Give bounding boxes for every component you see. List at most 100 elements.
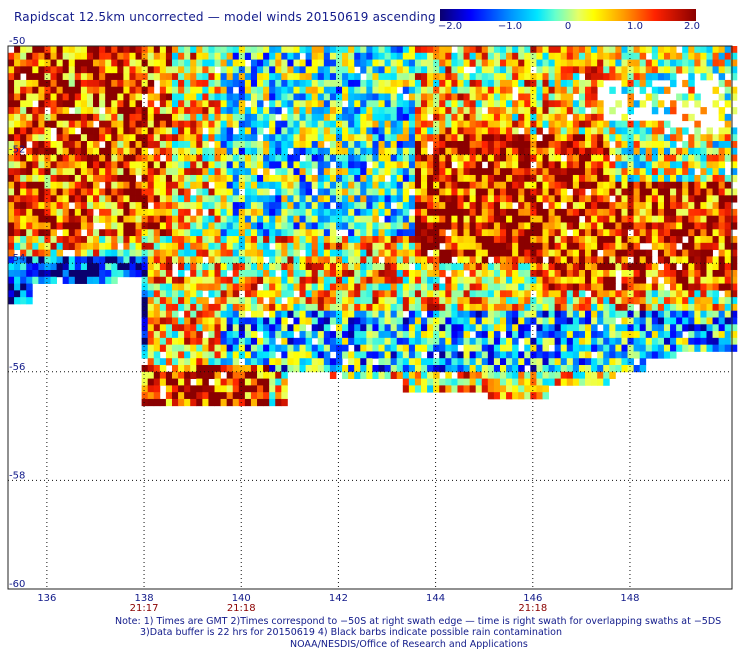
- heatmap-cell: [62, 134, 70, 142]
- heatmap-cell: [433, 365, 440, 373]
- heatmap-cell: [663, 331, 671, 339]
- heatmap-cell: [86, 79, 94, 88]
- heatmap-cell: [105, 215, 112, 223]
- heatmap-cell: [572, 324, 580, 332]
- heatmap-cell: [147, 52, 155, 60]
- heatmap-cell: [451, 317, 458, 325]
- heatmap-cell: [135, 263, 143, 271]
- heatmap-cell: [311, 331, 319, 339]
- heatmap-cell: [621, 46, 628, 54]
- heatmap-cell: [190, 229, 197, 237]
- heatmap-cell: [323, 236, 331, 244]
- heatmap-cell: [481, 127, 489, 135]
- heatmap-cell: [263, 215, 270, 223]
- heatmap-cell: [560, 147, 568, 155]
- heatmap-cell: [615, 215, 622, 223]
- heatmap-cell: [639, 127, 647, 135]
- heatmap-cell: [348, 154, 355, 162]
- heatmap-cell: [548, 317, 556, 325]
- heatmap-cell: [147, 168, 155, 176]
- heatmap-cell: [214, 134, 221, 142]
- heatmap-cell: [451, 66, 458, 74]
- heatmap-cell: [421, 371, 428, 379]
- heatmap-cell: [481, 93, 489, 101]
- heatmap-cell: [14, 242, 21, 251]
- heatmap-cell: [396, 222, 404, 230]
- heatmap-cell: [524, 229, 531, 237]
- heatmap-cell: [651, 141, 659, 149]
- heatmap-cell: [190, 344, 197, 352]
- heatmap-cell: [384, 256, 392, 264]
- heatmap-cell: [421, 317, 428, 325]
- heatmap-cell: [44, 46, 51, 54]
- heatmap-cell: [232, 174, 240, 183]
- heatmap-cell: [232, 310, 240, 318]
- heatmap-cell: [80, 263, 88, 271]
- heatmap-cell: [202, 392, 209, 400]
- heatmap-cell: [663, 276, 671, 284]
- heatmap-cell: [518, 324, 525, 332]
- heatmap-cell: [196, 283, 203, 291]
- heatmap-cell: [196, 120, 203, 128]
- heatmap-cell: [499, 66, 507, 74]
- heatmap-cell: [208, 283, 215, 291]
- heatmap-cell: [123, 215, 130, 223]
- heatmap-cell: [153, 222, 161, 230]
- heatmap-cell: [62, 86, 70, 94]
- heatmap-cell: [493, 297, 501, 305]
- heatmap-cell: [232, 154, 240, 162]
- heatmap-cell: [299, 269, 307, 278]
- heatmap-cell: [14, 181, 21, 189]
- heatmap-cell: [153, 263, 161, 271]
- heatmap-cell: [433, 141, 440, 149]
- heatmap-cell: [342, 46, 349, 54]
- heatmap-cell: [360, 141, 367, 149]
- heatmap-cell: [566, 351, 574, 359]
- heatmap-cell: [542, 276, 549, 284]
- heatmap-cell: [512, 290, 519, 298]
- heatmap-cell: [585, 249, 592, 257]
- heatmap-cell: [281, 371, 288, 379]
- heatmap-cell: [32, 147, 39, 155]
- heatmap-cell: [56, 174, 64, 183]
- heatmap-cell: [487, 168, 495, 176]
- heatmap-cell: [208, 351, 215, 359]
- heatmap-cell: [597, 317, 604, 325]
- heatmap-cell: [639, 358, 647, 366]
- heatmap-cell: [487, 73, 495, 81]
- heatmap-cell: [396, 371, 404, 379]
- heatmap-cell: [493, 52, 501, 60]
- heatmap-cell: [603, 46, 610, 54]
- heatmap-cell: [390, 120, 398, 128]
- heatmap-cell: [427, 208, 434, 217]
- heatmap-cell: [506, 141, 513, 149]
- heatmap-cell: [269, 344, 276, 352]
- heatmap-cell: [530, 358, 537, 366]
- heatmap-cell: [481, 385, 489, 393]
- heatmap-cell: [178, 263, 185, 271]
- heatmap-cell: [93, 229, 100, 237]
- heatmap-cell: [475, 317, 483, 325]
- heatmap-cell: [153, 276, 161, 284]
- heatmap-cell: [670, 73, 677, 81]
- heatmap-cell: [475, 52, 483, 60]
- heatmap-cell: [585, 310, 592, 318]
- heatmap-cell: [597, 351, 604, 359]
- heatmap-cell: [257, 358, 264, 366]
- heatmap-cell: [275, 120, 282, 128]
- heatmap-cell: [74, 249, 82, 257]
- heatmap-cell: [530, 127, 537, 135]
- heatmap-cell: [93, 195, 100, 203]
- heatmap-cell: [548, 161, 556, 169]
- heatmap-cell: [123, 229, 130, 237]
- heatmap-cell: [627, 147, 634, 155]
- heatmap-cell: [153, 303, 161, 312]
- heatmap-cell: [62, 147, 70, 155]
- heatmap-cell: [20, 236, 27, 244]
- heatmap-cell: [591, 100, 598, 108]
- heatmap-cell: [408, 107, 416, 115]
- heatmap-cell: [153, 127, 161, 135]
- heatmap-cell: [366, 134, 373, 142]
- heatmap-cell: [165, 263, 173, 271]
- heatmap-cell: [585, 134, 592, 142]
